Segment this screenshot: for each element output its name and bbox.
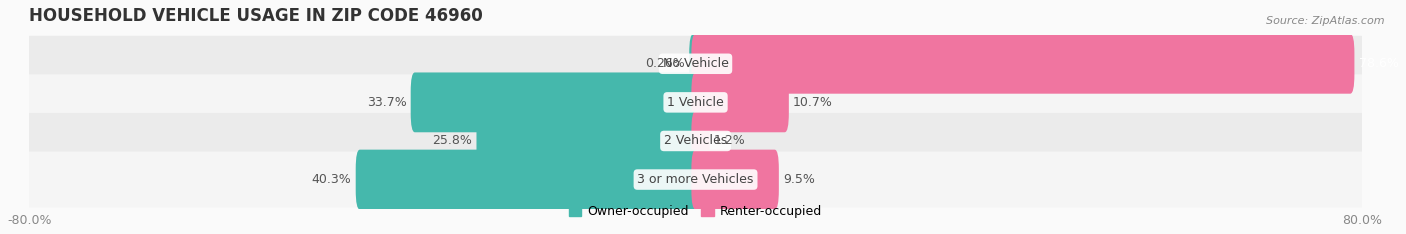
FancyBboxPatch shape bbox=[477, 111, 700, 171]
FancyBboxPatch shape bbox=[692, 111, 710, 171]
Text: 78.6%: 78.6% bbox=[1358, 57, 1399, 70]
Legend: Owner-occupied, Renter-occupied: Owner-occupied, Renter-occupied bbox=[564, 200, 827, 223]
FancyBboxPatch shape bbox=[356, 150, 700, 209]
Text: 0.26%: 0.26% bbox=[645, 57, 685, 70]
Text: 3 or more Vehicles: 3 or more Vehicles bbox=[637, 173, 754, 186]
Text: Source: ZipAtlas.com: Source: ZipAtlas.com bbox=[1267, 16, 1385, 26]
Text: 1 Vehicle: 1 Vehicle bbox=[668, 96, 724, 109]
FancyBboxPatch shape bbox=[27, 113, 1364, 169]
Text: 2 Vehicles: 2 Vehicles bbox=[664, 135, 727, 147]
Text: HOUSEHOLD VEHICLE USAGE IN ZIP CODE 46960: HOUSEHOLD VEHICLE USAGE IN ZIP CODE 4696… bbox=[30, 7, 482, 25]
Text: 25.8%: 25.8% bbox=[433, 135, 472, 147]
FancyBboxPatch shape bbox=[27, 152, 1364, 208]
FancyBboxPatch shape bbox=[27, 74, 1364, 130]
Text: 10.7%: 10.7% bbox=[793, 96, 832, 109]
FancyBboxPatch shape bbox=[689, 34, 700, 94]
FancyBboxPatch shape bbox=[692, 34, 1354, 94]
FancyBboxPatch shape bbox=[27, 36, 1364, 92]
Text: No Vehicle: No Vehicle bbox=[662, 57, 728, 70]
Text: 1.2%: 1.2% bbox=[714, 135, 745, 147]
Text: 40.3%: 40.3% bbox=[312, 173, 352, 186]
Text: 9.5%: 9.5% bbox=[783, 173, 815, 186]
FancyBboxPatch shape bbox=[411, 73, 700, 132]
FancyBboxPatch shape bbox=[692, 150, 779, 209]
Text: 33.7%: 33.7% bbox=[367, 96, 406, 109]
FancyBboxPatch shape bbox=[692, 73, 789, 132]
